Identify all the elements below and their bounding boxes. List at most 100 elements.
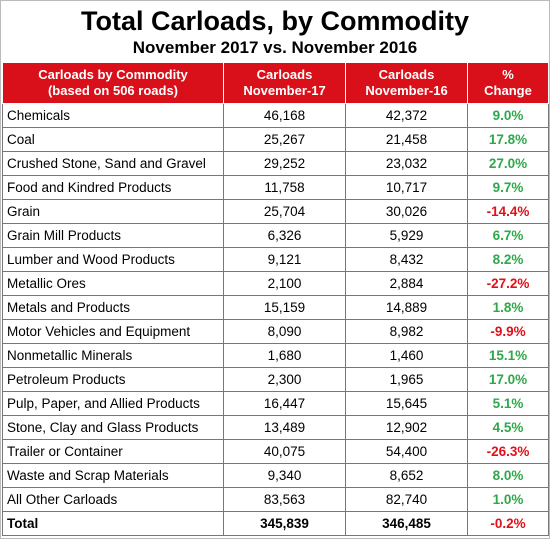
table-row: Metals and Products 15,159 14,889 1.8% [2, 295, 549, 320]
carload-value: 6,326 [223, 223, 346, 248]
table-row: Grain Mill Products 6,326 5,929 6.7% [2, 223, 549, 248]
table-row: Grain 25,704 30,026 -14.4% [2, 199, 549, 224]
header-cell: Carloads by Commodity (based on 506 roads… [2, 62, 224, 104]
table-row: Coal 25,267 21,458 17.8% [2, 127, 549, 152]
percent-change: 15.1% [467, 343, 549, 368]
percent-change: 1.0% [467, 487, 549, 512]
percent-change: 27.0% [467, 151, 549, 176]
data-table: Carloads by Commodity (based on 506 roads… [2, 62, 549, 536]
percent-change: 1.8% [467, 295, 549, 320]
row-label: Grain [2, 199, 224, 224]
carload-value: 15,159 [223, 295, 346, 320]
carload-value: 2,884 [345, 271, 468, 296]
title: Total Carloads, by Commodity [80, 6, 470, 36]
row-label: Pulp, Paper, and Allied Products [2, 391, 224, 416]
table-row: All Other Carloads 83,563 82,740 1.0% [2, 487, 549, 512]
table-row: Metallic Ores 2,100 2,884 -27.2% [2, 271, 549, 296]
carload-value: 40,075 [223, 439, 346, 464]
carload-value: 11,758 [223, 175, 346, 200]
header-line: (based on 506 roads) [47, 83, 179, 98]
carload-value: 1,680 [223, 343, 346, 368]
table-row: Food and Kindred Products 11,758 10,717 9.7… [2, 175, 549, 200]
carload-value: 2,100 [223, 271, 346, 296]
table-row: Waste and Scrap Materials 9,340 8,652 8.0% [2, 463, 549, 488]
row-label: Waste and Scrap Materials [2, 463, 224, 488]
header-line: November-16 [365, 83, 448, 98]
header-line: Carloads [378, 67, 435, 82]
table-row: Crushed Stone, Sand and Gravel 29,252 23,0… [2, 151, 549, 176]
carload-value: 25,704 [223, 199, 346, 224]
table-row: Motor Vehicles and Equipment 8,090 8,982 -9… [2, 319, 549, 344]
carload-value: 82,740 [345, 487, 468, 512]
header-line: Carloads by Commodity [38, 67, 188, 82]
percent-change: 17.8% [467, 127, 549, 152]
percent-change: -9.9% [467, 319, 549, 344]
table-body: Chemicals 46,168 42,372 9.0% Coal 25,267 21,45… [2, 103, 549, 536]
row-label: Food and Kindred Products [2, 175, 224, 200]
carload-value: 9,340 [223, 463, 346, 488]
carload-value: 42,372 [345, 103, 468, 128]
header-line: Carloads [256, 67, 313, 82]
row-label: Lumber and Wood Products [2, 247, 224, 272]
carload-value: 9,121 [223, 247, 346, 272]
table-row: Trailer or Container 40,075 54,400 -26.3% [2, 439, 549, 464]
carload-value: 5,929 [345, 223, 468, 248]
carload-value: 8,432 [345, 247, 468, 272]
carload-value: 13,489 [223, 415, 346, 440]
row-label: Metals and Products [2, 295, 224, 320]
carload-value: 8,090 [223, 319, 346, 344]
header-cell: Carloads November-16 [345, 62, 468, 104]
percent-change: 8.0% [467, 463, 549, 488]
carload-value: 30,026 [345, 199, 468, 224]
percent-change: 9.0% [467, 103, 549, 128]
percent-change: 8.2% [467, 247, 549, 272]
carload-value: 21,458 [345, 127, 468, 152]
table-row: Stone, Clay and Glass Products 13,489 12,9… [2, 415, 549, 440]
row-label: Petroleum Products [2, 367, 224, 392]
percent-change: -26.3% [467, 439, 549, 464]
row-label: Total [2, 511, 224, 536]
row-label: Chemicals [2, 103, 224, 128]
table-row: Lumber and Wood Products 9,121 8,432 8.2% [2, 247, 549, 272]
carload-value: 10,717 [345, 175, 468, 200]
carload-value: 16,447 [223, 391, 346, 416]
table-row: Petroleum Products 2,300 1,965 17.0% [2, 367, 549, 392]
carload-value: 25,267 [223, 127, 346, 152]
row-label: Stone, Clay and Glass Products [2, 415, 224, 440]
row-label: All Other Carloads [2, 487, 224, 512]
carload-value: 8,652 [345, 463, 468, 488]
header-row: Carloads by Commodity (based on 506 roads… [2, 62, 549, 104]
row-label: Grain Mill Products [2, 223, 224, 248]
carload-value: 1,965 [345, 367, 468, 392]
row-label: Coal [2, 127, 224, 152]
table-row: Nonmetallic Minerals 1,680 1,460 15.1% [2, 343, 549, 368]
row-label: Trailer or Container [2, 439, 224, 464]
carload-value: 14,889 [345, 295, 468, 320]
carload-value: 12,902 [345, 415, 468, 440]
header-line: % [502, 67, 514, 82]
row-label: Metallic Ores [2, 271, 224, 296]
header-cell: % Change [467, 62, 549, 104]
percent-change: -0.2% [467, 511, 549, 536]
subtitle: November 2017 vs. November 2016 [132, 38, 418, 57]
row-label: Crushed Stone, Sand and Gravel [2, 151, 224, 176]
carload-value: 83,563 [223, 487, 346, 512]
carload-value: 8,982 [345, 319, 468, 344]
table-row: Total 345,839 346,485 -0.2% [2, 511, 549, 536]
percent-change: 4.5% [467, 415, 549, 440]
carload-value: 54,400 [345, 439, 468, 464]
carload-value: 23,032 [345, 151, 468, 176]
carload-value: 29,252 [223, 151, 346, 176]
carload-value: 2,300 [223, 367, 346, 392]
carload-value: 15,645 [345, 391, 468, 416]
percent-change: -14.4% [467, 199, 549, 224]
row-label: Nonmetallic Minerals [2, 343, 224, 368]
percent-change: -27.2% [467, 271, 549, 296]
carload-value: 345,839 [223, 511, 346, 536]
header-line: November-17 [243, 83, 326, 98]
table-row: Pulp, Paper, and Allied Products 16,447 15… [2, 391, 549, 416]
percent-change: 5.1% [467, 391, 549, 416]
percent-change: 6.7% [467, 223, 549, 248]
header-line: Change [484, 83, 532, 98]
